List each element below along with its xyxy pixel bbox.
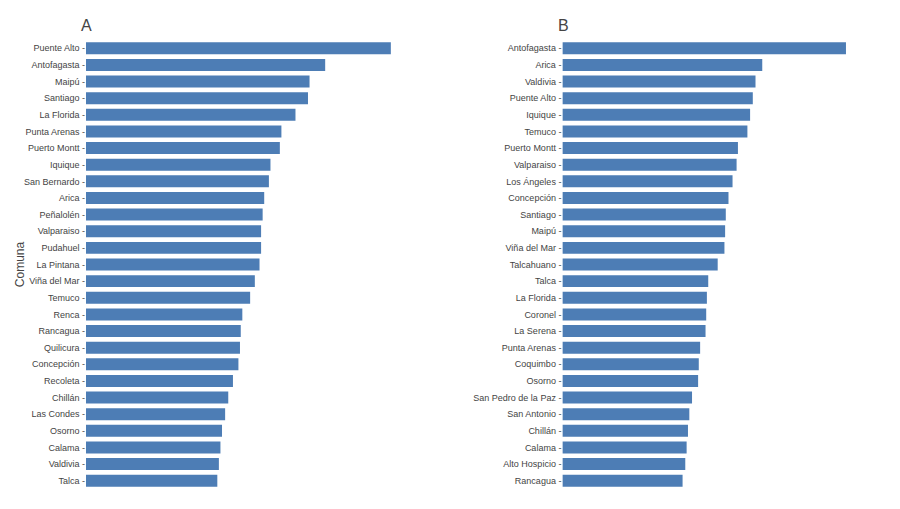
svg-text:Santiago -: Santiago -	[520, 210, 561, 220]
svg-text:Talca -: Talca -	[58, 476, 85, 486]
svg-text:Maipú -: Maipú -	[531, 226, 561, 236]
svg-text:Peñalolén -: Peñalolén -	[39, 210, 85, 220]
svg-text:Viña del Mar -: Viña del Mar -	[506, 243, 562, 253]
svg-text:Iquique -: Iquique -	[50, 160, 85, 170]
svg-text:Temuco -: Temuco -	[524, 127, 561, 137]
svg-text:San Bernardo -: San Bernardo -	[24, 177, 85, 187]
svg-text:Pudahuel -: Pudahuel -	[41, 243, 85, 253]
svg-text:San Pedro de la Paz -: San Pedro de la Paz -	[473, 393, 561, 403]
svg-text:Arica -: Arica -	[59, 193, 85, 203]
svg-text:Los Ángeles -: Los Ángeles -	[506, 177, 561, 187]
svg-text:Punta Arenas -: Punta Arenas -	[25, 127, 85, 137]
svg-text:Maipú -: Maipú -	[55, 77, 85, 87]
svg-text:Renca -: Renca -	[53, 310, 85, 320]
svg-text:Valparaiso -: Valparaiso -	[514, 160, 561, 170]
svg-text:Concepción -: Concepción -	[508, 193, 561, 203]
svg-text:La Florida -: La Florida -	[39, 110, 85, 120]
svg-text:Puerto Montt -: Puerto Montt -	[28, 143, 85, 153]
svg-text:Comuna: Comuna	[13, 241, 27, 287]
svg-text:Valdivia -: Valdivia -	[525, 77, 561, 87]
svg-text:Osorno -: Osorno -	[526, 376, 561, 386]
svg-text:Santiago -: Santiago -	[44, 93, 85, 103]
svg-text:San Antonio -: San Antonio -	[507, 409, 561, 419]
svg-text:Calama -: Calama -	[48, 443, 85, 453]
svg-text:Temuco -: Temuco -	[48, 293, 85, 303]
svg-text:Las Condes -: Las Condes -	[31, 409, 85, 419]
svg-text:Coquimbo -: Coquimbo -	[515, 359, 562, 369]
svg-text:Talcahuano -: Talcahuano -	[510, 260, 562, 270]
svg-text:Alto Hospicio -: Alto Hospicio -	[503, 459, 561, 469]
svg-text:Arica -: Arica -	[535, 60, 561, 70]
svg-text:Antofagasta -: Antofagasta -	[508, 43, 562, 53]
svg-text:Punta Arenas -: Punta Arenas -	[502, 343, 562, 353]
svg-text:Puente Alto -: Puente Alto -	[510, 93, 562, 103]
svg-text:Valparaiso -: Valparaiso -	[38, 226, 85, 236]
svg-text:Coronel -: Coronel -	[524, 310, 561, 320]
svg-text:Antofagasta -: Antofagasta -	[31, 60, 85, 70]
svg-text:Osorno -: Osorno -	[50, 426, 85, 436]
svg-text:Viña del Mar -: Viña del Mar -	[29, 276, 85, 286]
svg-text:Recoleta -: Recoleta -	[44, 376, 85, 386]
svg-text:La Florida -: La Florida -	[516, 293, 562, 303]
svg-text:Rancagua -: Rancagua -	[38, 326, 85, 336]
svg-text:Iquique -: Iquique -	[526, 110, 561, 120]
svg-text:Rancagua -: Rancagua -	[515, 476, 562, 486]
svg-text:Puente Alto -: Puente Alto -	[33, 43, 85, 53]
svg-text:La Pintana -: La Pintana -	[36, 260, 85, 270]
svg-text:Quilicura -: Quilicura -	[44, 343, 85, 353]
svg-text:La Serena -: La Serena -	[514, 326, 561, 336]
svg-text:A: A	[81, 17, 92, 34]
svg-text:Calama -: Calama -	[525, 443, 562, 453]
svg-text:Chillán -: Chillán -	[528, 426, 561, 436]
svg-text:B: B	[558, 17, 569, 34]
svg-text:Chillán -: Chillán -	[52, 393, 85, 403]
svg-text:Valdivia -: Valdivia -	[49, 459, 85, 469]
svg-text:Talca -: Talca -	[535, 276, 562, 286]
svg-text:Puerto Montt -: Puerto Montt -	[504, 143, 561, 153]
svg-text:Concepción -: Concepción -	[32, 359, 85, 369]
